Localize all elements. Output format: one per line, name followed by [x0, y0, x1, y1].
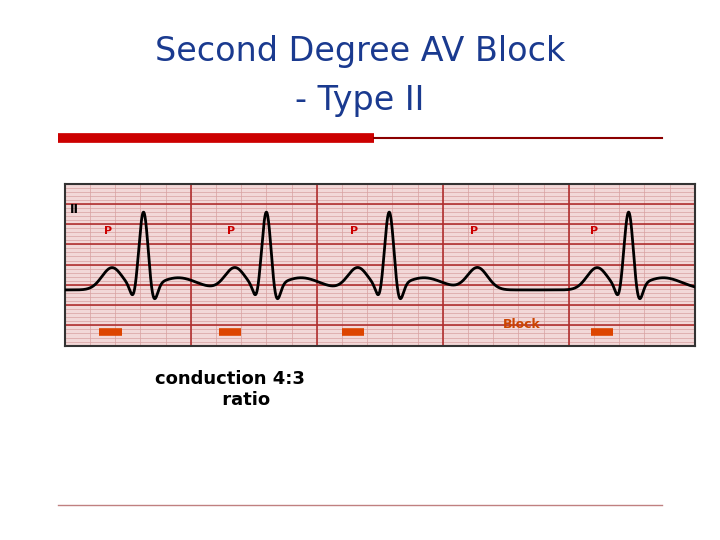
Text: P: P — [470, 226, 478, 236]
Text: P: P — [590, 226, 598, 236]
Text: Block: Block — [503, 319, 541, 332]
Text: P: P — [104, 226, 112, 236]
Text: conduction 4:3
     ratio: conduction 4:3 ratio — [156, 370, 305, 409]
Text: P: P — [350, 226, 359, 236]
Text: II: II — [70, 202, 79, 216]
Text: - Type II: - Type II — [295, 84, 425, 117]
Text: P: P — [228, 226, 235, 236]
Text: Second Degree AV Block: Second Degree AV Block — [155, 35, 565, 68]
